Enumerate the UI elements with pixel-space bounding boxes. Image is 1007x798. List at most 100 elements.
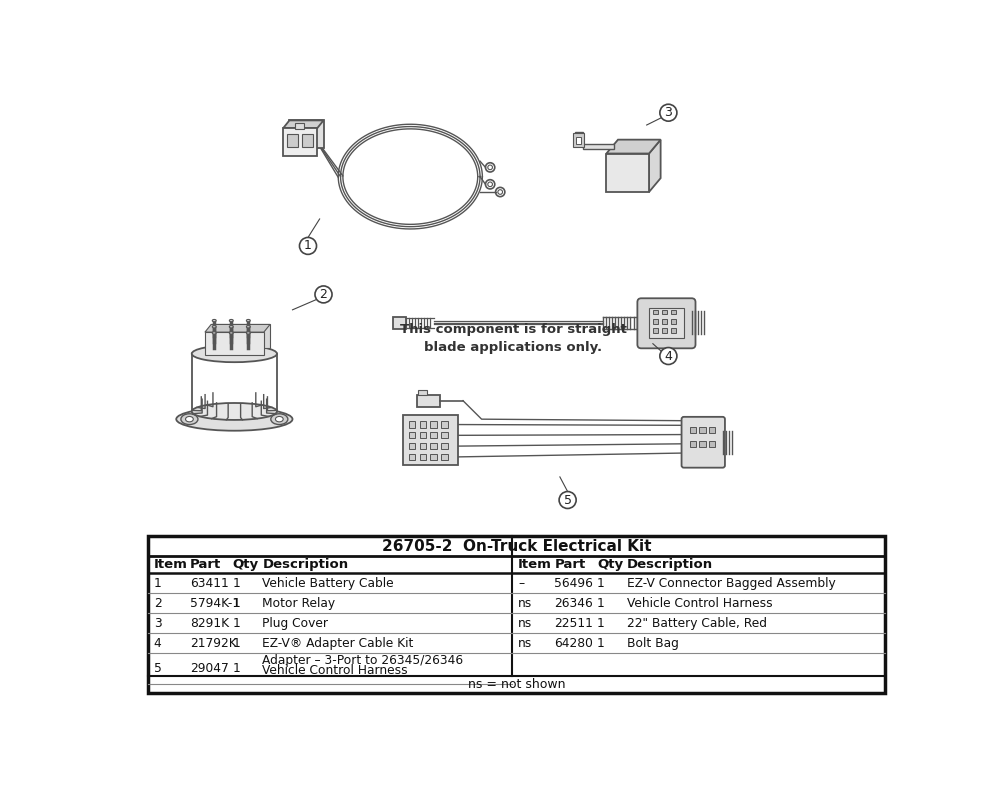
Text: 3: 3 bbox=[665, 106, 673, 119]
Polygon shape bbox=[606, 140, 661, 153]
Text: 3: 3 bbox=[154, 617, 161, 630]
FancyBboxPatch shape bbox=[205, 332, 264, 355]
FancyBboxPatch shape bbox=[295, 124, 304, 128]
FancyBboxPatch shape bbox=[700, 440, 706, 447]
Text: 1: 1 bbox=[597, 597, 605, 610]
Ellipse shape bbox=[185, 417, 193, 422]
Text: 5: 5 bbox=[154, 662, 162, 675]
Circle shape bbox=[660, 348, 677, 365]
FancyBboxPatch shape bbox=[409, 433, 415, 438]
Text: 22511: 22511 bbox=[555, 617, 593, 630]
FancyBboxPatch shape bbox=[672, 319, 676, 324]
Circle shape bbox=[559, 492, 576, 508]
Text: Motor Relay: Motor Relay bbox=[262, 597, 335, 610]
FancyBboxPatch shape bbox=[420, 421, 426, 428]
Text: EZ-V® Adapter Cable Kit: EZ-V® Adapter Cable Kit bbox=[262, 637, 414, 650]
FancyBboxPatch shape bbox=[430, 443, 437, 449]
FancyBboxPatch shape bbox=[441, 421, 447, 428]
FancyBboxPatch shape bbox=[709, 427, 715, 433]
Text: 26346: 26346 bbox=[555, 597, 593, 610]
FancyBboxPatch shape bbox=[653, 328, 658, 333]
FancyBboxPatch shape bbox=[690, 440, 696, 447]
Circle shape bbox=[299, 238, 316, 255]
Text: 1: 1 bbox=[233, 577, 241, 590]
Text: Vehicle Control Harness: Vehicle Control Harness bbox=[626, 597, 772, 610]
Text: 1: 1 bbox=[233, 597, 241, 610]
FancyBboxPatch shape bbox=[420, 443, 426, 449]
FancyBboxPatch shape bbox=[441, 443, 447, 449]
Text: 1: 1 bbox=[597, 637, 605, 650]
Text: –: – bbox=[518, 577, 525, 590]
Ellipse shape bbox=[247, 326, 251, 328]
FancyBboxPatch shape bbox=[606, 153, 649, 192]
Text: 2: 2 bbox=[154, 597, 161, 610]
FancyBboxPatch shape bbox=[653, 319, 658, 324]
Text: 2: 2 bbox=[319, 288, 327, 301]
Text: 1: 1 bbox=[597, 577, 605, 590]
Text: Vehicle Control Harness: Vehicle Control Harness bbox=[262, 664, 408, 677]
Text: 1: 1 bbox=[233, 637, 241, 650]
Text: 4: 4 bbox=[665, 350, 673, 362]
Text: ns: ns bbox=[518, 597, 533, 610]
FancyBboxPatch shape bbox=[663, 328, 667, 333]
FancyBboxPatch shape bbox=[283, 128, 317, 156]
Ellipse shape bbox=[191, 346, 277, 362]
Text: Description: Description bbox=[262, 558, 348, 571]
FancyBboxPatch shape bbox=[420, 433, 426, 438]
Polygon shape bbox=[289, 120, 323, 148]
Text: ns: ns bbox=[518, 617, 533, 630]
Ellipse shape bbox=[176, 408, 292, 431]
Text: Vehicle Battery Cable: Vehicle Battery Cable bbox=[262, 577, 394, 590]
Text: 56496: 56496 bbox=[555, 577, 593, 590]
FancyBboxPatch shape bbox=[409, 443, 415, 449]
FancyBboxPatch shape bbox=[302, 134, 312, 147]
FancyBboxPatch shape bbox=[573, 133, 584, 148]
FancyBboxPatch shape bbox=[709, 440, 715, 447]
Ellipse shape bbox=[230, 332, 234, 334]
Text: Plug Cover: Plug Cover bbox=[262, 617, 328, 630]
Ellipse shape bbox=[247, 319, 251, 322]
FancyBboxPatch shape bbox=[430, 421, 437, 428]
FancyBboxPatch shape bbox=[430, 433, 437, 438]
Text: ns: ns bbox=[518, 637, 533, 650]
Text: ns = not shown: ns = not shown bbox=[467, 678, 565, 690]
Circle shape bbox=[315, 286, 332, 303]
Text: 1: 1 bbox=[597, 617, 605, 630]
Ellipse shape bbox=[191, 403, 277, 420]
FancyBboxPatch shape bbox=[418, 390, 427, 395]
Polygon shape bbox=[575, 132, 614, 149]
FancyBboxPatch shape bbox=[441, 433, 447, 438]
FancyBboxPatch shape bbox=[663, 310, 667, 314]
Text: 1: 1 bbox=[154, 577, 161, 590]
FancyBboxPatch shape bbox=[690, 427, 696, 433]
FancyBboxPatch shape bbox=[672, 328, 676, 333]
FancyBboxPatch shape bbox=[148, 536, 885, 693]
Text: EZ-V Connector Bagged Assembly: EZ-V Connector Bagged Assembly bbox=[626, 577, 835, 590]
Text: 64280: 64280 bbox=[555, 637, 593, 650]
FancyBboxPatch shape bbox=[403, 415, 458, 465]
Text: Item: Item bbox=[154, 558, 187, 571]
Polygon shape bbox=[211, 325, 270, 348]
Polygon shape bbox=[649, 140, 661, 192]
FancyBboxPatch shape bbox=[409, 454, 415, 460]
Ellipse shape bbox=[212, 319, 217, 322]
FancyBboxPatch shape bbox=[653, 310, 658, 314]
Ellipse shape bbox=[230, 319, 234, 322]
Text: This component is for straight
blade applications only.: This component is for straight blade app… bbox=[400, 323, 626, 354]
Text: 4: 4 bbox=[154, 637, 161, 650]
FancyBboxPatch shape bbox=[576, 136, 581, 144]
Text: 5: 5 bbox=[564, 493, 572, 507]
FancyBboxPatch shape bbox=[637, 298, 696, 348]
Text: 8291K: 8291K bbox=[190, 617, 230, 630]
Text: 26705-2  On-Truck Electrical Kit: 26705-2 On-Truck Electrical Kit bbox=[382, 539, 652, 554]
FancyBboxPatch shape bbox=[409, 421, 415, 428]
Ellipse shape bbox=[247, 332, 251, 334]
Ellipse shape bbox=[230, 326, 234, 328]
FancyBboxPatch shape bbox=[672, 310, 676, 314]
FancyBboxPatch shape bbox=[663, 319, 667, 324]
Text: 22" Battery Cable, Red: 22" Battery Cable, Red bbox=[626, 617, 766, 630]
Ellipse shape bbox=[212, 326, 217, 328]
FancyBboxPatch shape bbox=[417, 394, 440, 407]
FancyBboxPatch shape bbox=[430, 454, 437, 460]
Text: Adapter – 3-Port to 26345/26346: Adapter – 3-Port to 26345/26346 bbox=[262, 654, 463, 666]
